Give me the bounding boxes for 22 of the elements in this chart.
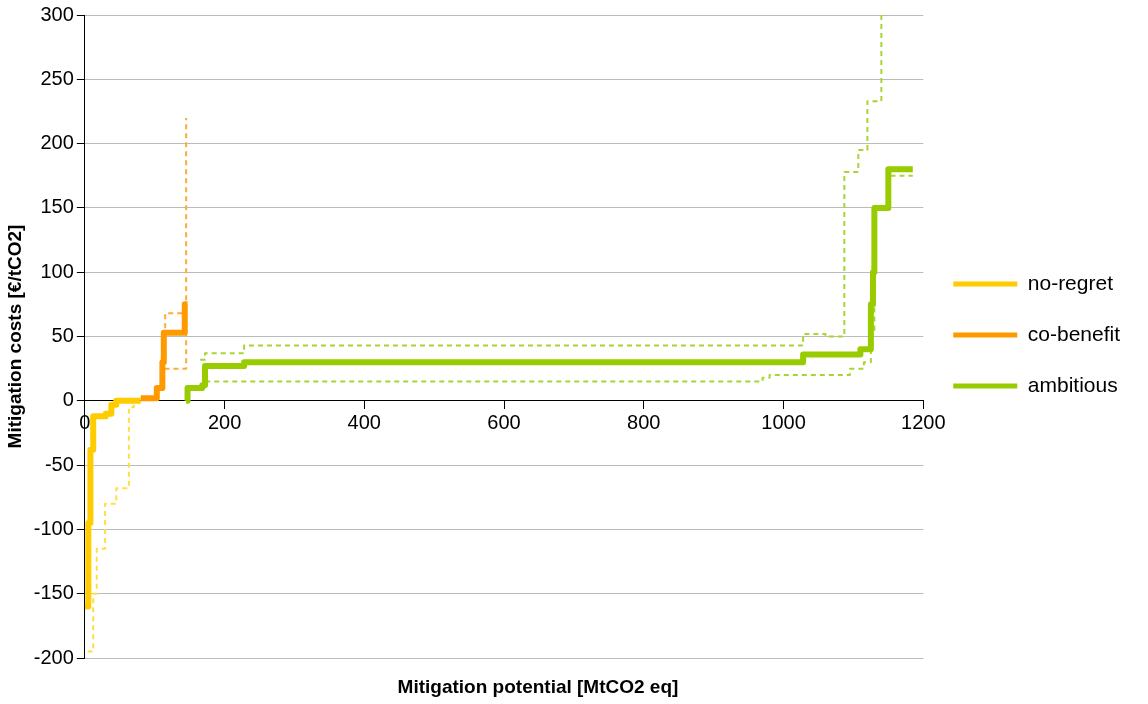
- x-tick-label: 800: [627, 411, 661, 434]
- y-axis-title: Mitigation costs [€/tCO2]: [3, 224, 25, 449]
- y-tick-label: -100: [33, 516, 74, 539]
- y-tick-label: 150: [40, 195, 74, 218]
- y-tick-label: 200: [40, 131, 74, 154]
- y-tick-label: -50: [44, 452, 74, 475]
- legend-label: no-regret: [1027, 270, 1114, 294]
- y-tick-label: -150: [33, 581, 74, 604]
- x-axis-title: Mitigation potential [MtCO2 eq]: [396, 676, 680, 698]
- x-tick-label: 1000: [761, 411, 806, 434]
- x-tick-label: 600: [487, 411, 521, 434]
- y-tick-label: 100: [40, 259, 74, 282]
- y-tick-label: 300: [40, 2, 74, 25]
- y-tick-label: 50: [51, 324, 74, 347]
- legend-label: ambitious: [1027, 372, 1118, 396]
- y-tick-label: 0: [62, 388, 74, 411]
- y-tick-label: 250: [40, 66, 74, 89]
- x-tick-label: 1200: [901, 411, 946, 434]
- x-tick-label: 400: [347, 411, 381, 434]
- legend-label: co-benefit: [1027, 321, 1121, 345]
- y-tick-label: -200: [33, 645, 74, 668]
- x-tick-label: 200: [207, 411, 242, 434]
